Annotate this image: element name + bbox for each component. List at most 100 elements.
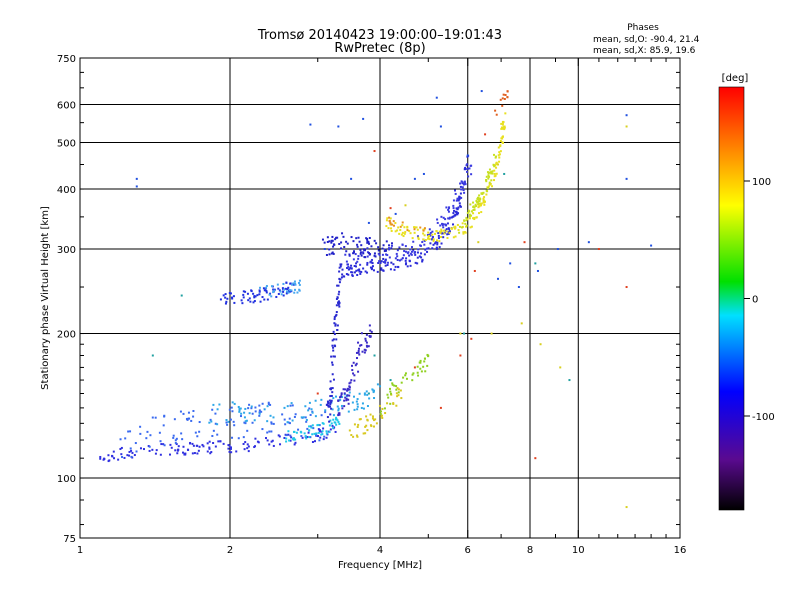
- data-point: [330, 422, 333, 425]
- data-point: [323, 435, 326, 438]
- data-point: [379, 412, 382, 415]
- data-point: [373, 397, 376, 400]
- data-point: [412, 372, 415, 375]
- colorbar: [718, 86, 745, 511]
- data-point: [466, 211, 469, 214]
- data-point: [356, 243, 359, 246]
- data-point: [536, 269, 539, 272]
- data-point: [290, 283, 293, 286]
- data-point: [214, 445, 217, 448]
- data-point: [335, 304, 338, 307]
- data-point: [288, 422, 291, 425]
- data-point: [397, 391, 400, 394]
- data-point: [394, 230, 397, 233]
- data-point: [286, 290, 289, 293]
- data-point: [356, 405, 359, 408]
- data-point: [335, 297, 338, 300]
- data-point: [381, 253, 384, 256]
- data-point: [270, 421, 273, 424]
- data-point: [262, 287, 265, 290]
- data-point: [422, 365, 425, 368]
- data-point: [368, 236, 371, 239]
- data-point: [304, 405, 307, 408]
- data-point: [302, 416, 305, 419]
- data-point: [244, 290, 247, 293]
- data-point: [162, 443, 165, 446]
- data-point: [365, 415, 368, 418]
- data-point: [477, 212, 480, 215]
- data-point: [395, 392, 398, 395]
- data-point: [389, 379, 392, 382]
- data-point: [461, 226, 464, 229]
- data-point: [336, 328, 339, 331]
- data-point: [502, 127, 505, 130]
- data-point: [393, 268, 396, 271]
- data-point: [219, 298, 222, 301]
- data-point: [265, 437, 268, 440]
- data-point: [452, 236, 455, 239]
- data-point: [366, 247, 369, 250]
- y-tick-label: 500: [57, 139, 76, 150]
- data-point: [386, 393, 389, 396]
- data-point: [129, 430, 132, 433]
- data-point: [119, 448, 122, 451]
- data-point: [329, 380, 332, 383]
- data-point: [298, 289, 301, 292]
- data-point: [417, 374, 420, 377]
- data-point: [462, 183, 465, 186]
- data-point: [270, 430, 273, 433]
- data-point: [389, 221, 392, 224]
- data-point: [242, 290, 245, 293]
- data-point: [597, 248, 600, 251]
- data-point: [455, 199, 458, 202]
- data-point: [382, 269, 385, 272]
- data-point: [399, 225, 402, 228]
- data-point: [246, 447, 249, 450]
- data-point: [454, 235, 457, 238]
- data-point: [625, 125, 628, 128]
- data-point: [180, 294, 183, 297]
- data-point: [496, 163, 499, 166]
- data-point: [469, 226, 472, 229]
- data-point: [501, 104, 504, 107]
- data-points: [99, 90, 653, 509]
- data-point: [308, 425, 311, 428]
- data-point: [408, 254, 411, 257]
- data-point: [333, 243, 336, 246]
- data-point: [387, 396, 390, 399]
- data-point: [246, 292, 249, 295]
- data-point: [331, 361, 334, 364]
- data-point: [233, 402, 236, 405]
- data-point: [359, 418, 362, 421]
- colorbar-tick-label: 100: [752, 177, 771, 188]
- data-point: [374, 418, 377, 421]
- data-point: [470, 337, 473, 340]
- data-point: [222, 294, 225, 297]
- data-point: [258, 404, 261, 407]
- data-point: [332, 418, 335, 421]
- data-point: [472, 205, 475, 208]
- data-point: [474, 203, 477, 206]
- data-point: [194, 431, 197, 434]
- data-point: [357, 236, 360, 239]
- data-point: [379, 385, 382, 388]
- data-point: [493, 165, 496, 168]
- data-point: [493, 172, 496, 175]
- data-point: [377, 249, 380, 252]
- data-point: [440, 215, 443, 218]
- data-point: [244, 420, 247, 423]
- data-point: [211, 434, 214, 437]
- data-point: [405, 262, 408, 265]
- data-point: [376, 270, 379, 273]
- data-point: [362, 251, 365, 254]
- data-point: [448, 228, 451, 231]
- data-point: [347, 402, 350, 405]
- data-point: [181, 438, 184, 441]
- data-point: [270, 285, 273, 288]
- data-point: [174, 449, 177, 452]
- data-point: [389, 390, 392, 393]
- data-point: [358, 270, 361, 273]
- data-point: [175, 437, 178, 440]
- data-point: [418, 361, 421, 364]
- data-point: [423, 360, 426, 363]
